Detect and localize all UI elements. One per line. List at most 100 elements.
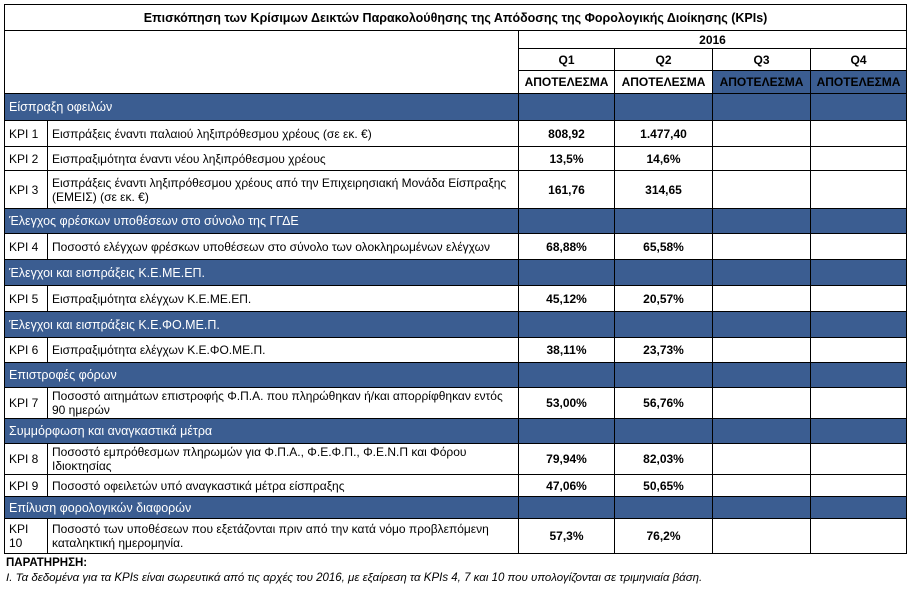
table-row: Επισκόπηση των Κρίσιμων Δεικτών Παρακολο…	[3, 4, 907, 31]
table-row: 2016	[4, 30, 907, 94]
table-row: KPI 1 Εισπράξεις έναντι παλαιού ληξιπρόθε…	[4, 120, 907, 147]
q3-value	[712, 120, 811, 147]
table-row: KPI 6 Εισπραξιμότητα ελέγχων Κ.Ε.ΦΟ.ΜΕ.Π.…	[4, 337, 907, 363]
kpi-id: KPI 1	[4, 120, 48, 147]
section-fill	[614, 259, 713, 286]
table-row: Επίλυση φορολογικών διαφορών	[4, 496, 907, 519]
q3-value	[712, 474, 811, 497]
quarter-header: Q1	[518, 48, 615, 71]
q4-value	[809, 443, 907, 475]
kpi-id: KPI 4	[4, 233, 48, 260]
q2-value: 314,65	[614, 170, 713, 209]
section-fill	[712, 93, 811, 121]
q4-value	[809, 146, 907, 171]
section-fill	[809, 259, 907, 286]
table-row: KPI 2 Εισπραξιμότητα έναντι νέου ληξιπρόθ…	[4, 146, 907, 171]
kpi-description: Ποσοστό εμπρόθεσμων πληρωμών για Φ.Π.Α.,…	[47, 443, 519, 475]
section-fill	[712, 259, 811, 286]
section-fill	[614, 496, 713, 519]
result-header: ΑΠΟΤΕΛΕΣΜΑ	[518, 70, 615, 94]
quarter-header: Q2	[614, 48, 713, 71]
section-fill	[809, 362, 907, 388]
table-row: Είσπραξη οφειλών	[4, 93, 907, 121]
q4-value	[809, 233, 907, 260]
q1-value: 808,92	[518, 120, 615, 147]
q4-value	[809, 120, 907, 147]
kpi-description: Εισπραξιμότητα ελέγχων Κ.Ε.ΦΟ.ΜΕ.Π.	[47, 337, 519, 363]
section-fill	[518, 93, 615, 121]
q2-value: 50,65%	[614, 474, 713, 497]
section-fill	[518, 362, 615, 388]
q4-value	[809, 387, 907, 419]
table-row: Έλεγχοι και εισπράξεις Κ.Ε.ΜΕ.ΕΠ.	[4, 259, 907, 286]
result-header: ΑΠΟΤΕΛΕΣΜΑ	[712, 70, 811, 94]
table-title: Επισκόπηση των Κρίσιμων Δεικτών Παρακολο…	[3, 4, 907, 31]
kpi-id: KPI 9	[4, 474, 48, 497]
table-row: KPI 7 Ποσοστό αιτημάτων επιστροφής Φ.Π.Α.…	[4, 387, 907, 419]
section-fill	[809, 93, 907, 121]
section-fill	[809, 496, 907, 519]
kpi-description: Εισπραξιμότητα ελέγχων Κ.Ε.ΜΕ.ΕΠ.	[47, 285, 519, 312]
section-title: Έλεγχος φρέσκων υποθέσεων στο σύνολο της…	[4, 208, 519, 234]
year-header: 2016	[517, 30, 907, 49]
q1-value: 53,00%	[518, 387, 615, 419]
q3-value	[712, 387, 811, 419]
kpi-description: Εισπράξεις έναντι παλαιού ληξιπρόθεσμου …	[47, 120, 519, 147]
q2-value: 76,2%	[614, 518, 713, 554]
q3-value	[712, 146, 811, 171]
section-fill	[809, 208, 907, 234]
result-header: ΑΠΟΤΕΛΕΣΜΑ	[614, 70, 713, 94]
q2-value: 56,76%	[614, 387, 713, 419]
q1-value: 38,11%	[518, 337, 615, 363]
q4-value	[809, 474, 907, 497]
q2-value: 14,6%	[614, 146, 713, 171]
q1-value: 68,88%	[518, 233, 615, 260]
q4-value	[809, 337, 907, 363]
table-row: KPI 9 Ποσοστό οφειλετών υπό αναγκαστικά μ…	[4, 474, 907, 497]
section-fill	[518, 311, 615, 338]
q3-value	[712, 518, 811, 554]
kpi-id: KPI 2	[4, 146, 48, 171]
section-fill	[712, 311, 811, 338]
section-title: Συμμόρφωση και αναγκαστικά μέτρα	[4, 418, 519, 444]
section-fill	[712, 496, 811, 519]
quarter-header: Q3	[712, 48, 811, 71]
section-fill	[614, 311, 713, 338]
kpi-description: Εισπραξιμότητα έναντι νέου ληξιπρόθεσμου…	[47, 146, 519, 171]
table-row: Επιστροφές φόρων	[4, 362, 907, 388]
kpi-id: KPI 10	[4, 518, 48, 554]
kpi-description: Ποσοστό ελέγχων φρέσκων υποθέσεων στο σύ…	[47, 233, 519, 260]
table-row: KPI 8 Ποσοστό εμπρόθεσμων πληρωμών για Φ.…	[4, 443, 907, 475]
table-row: Έλεγχος φρέσκων υποθέσεων στο σύνολο της…	[4, 208, 907, 234]
kpi-id: KPI 7	[4, 387, 48, 419]
section-fill	[518, 259, 615, 286]
q1-value: 47,06%	[518, 474, 615, 497]
section-title: Έλεγχοι και εισπράξεις Κ.Ε.ΜΕ.ΕΠ.	[4, 259, 519, 286]
section-fill	[712, 418, 811, 444]
table-row: KPI 4 Ποσοστό ελέγχων φρέσκων υποθέσεων σ…	[4, 233, 907, 260]
table-row: Έλεγχοι και εισπράξεις Κ.Ε.ΦΟ.ΜΕ.Π.	[4, 311, 907, 338]
kpi-description: Ποσοστό των υποθέσεων που εξετάζονται πρ…	[47, 518, 519, 554]
q1-value: 13,5%	[518, 146, 615, 171]
q4-value	[809, 285, 907, 312]
kpi-id: KPI 3	[4, 170, 48, 209]
q2-value: 20,57%	[614, 285, 713, 312]
section-fill	[809, 311, 907, 338]
q2-value: 1.477,40	[614, 120, 713, 147]
q3-value	[712, 233, 811, 260]
section-title: Έλεγχοι και εισπράξεις Κ.Ε.ΦΟ.ΜΕ.Π.	[4, 311, 519, 338]
section-fill	[518, 208, 615, 234]
kpi-description: Εισπράξεις έναντι ληξιπρόθεσμου χρέους α…	[47, 170, 519, 209]
kpi-table: Επισκόπηση των Κρίσιμων Δεικτών Παρακολο…	[3, 4, 907, 554]
q4-value	[809, 518, 907, 554]
section-title: Είσπραξη οφειλών	[4, 93, 519, 121]
table-row: KPI 5 Εισπραξιμότητα ελέγχων Κ.Ε.ΜΕ.ΕΠ. 45…	[4, 285, 907, 312]
q1-value: 161,76	[518, 170, 615, 209]
quarter-header: Q4	[809, 48, 907, 71]
q2-value: 82,03%	[614, 443, 713, 475]
table-row: Συμμόρφωση και αναγκαστικά μέτρα	[4, 418, 907, 444]
q3-value	[712, 443, 811, 475]
kpi-description: Ποσοστό οφειλετών υπό αναγκαστικά μέτρα …	[47, 474, 519, 497]
q2-value: 65,58%	[614, 233, 713, 260]
